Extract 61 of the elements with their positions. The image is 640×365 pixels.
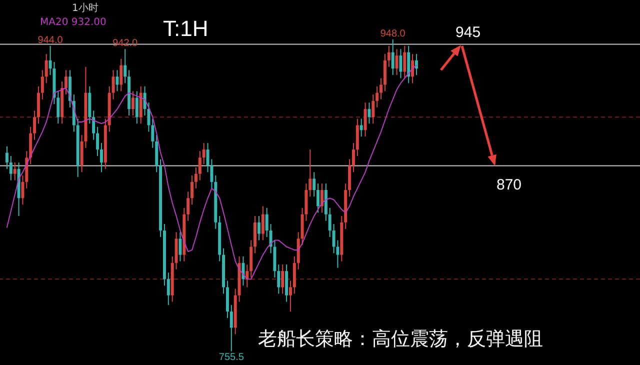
ref-line-label: 945	[456, 24, 481, 42]
candlestick	[9, 156, 12, 181]
text: 1小时	[72, 2, 98, 15]
candlestick	[312, 172, 316, 198]
candlestick	[230, 304, 233, 352]
candlestick	[56, 90, 60, 124]
candlestick	[372, 94, 375, 124]
annotation: 944.0	[38, 34, 64, 46]
candlestick	[190, 174, 194, 206]
candlestick	[411, 53, 414, 84]
candlestick	[380, 78, 383, 100]
candlestick	[395, 48, 398, 76]
candlestick	[131, 90, 134, 116]
candlestick	[186, 191, 190, 222]
candlestick	[92, 110, 96, 140]
candlestick	[368, 102, 371, 124]
candlestick	[100, 142, 103, 173]
candlestick	[277, 264, 280, 294]
chart-title: T:1H	[163, 16, 208, 42]
candlestick	[288, 280, 292, 312]
candlestick	[178, 232, 182, 262]
candlestick	[328, 207, 332, 238]
candlestick	[364, 102, 367, 138]
candlestick	[194, 166, 198, 189]
candlestick	[414, 53, 418, 76]
candlestick	[308, 149, 312, 198]
annotation: 老船长策略：高位震荡，反弹遇阻	[258, 327, 543, 352]
candlestick	[265, 207, 268, 238]
candlestick	[376, 86, 379, 108]
candlestick	[316, 183, 320, 214]
candlestick	[391, 38, 394, 76]
candlestick	[202, 142, 206, 165]
candlestick	[44, 53, 48, 84]
text: MA20 932.00	[40, 17, 106, 28]
candlestick	[112, 70, 115, 100]
candlestick	[64, 70, 68, 95]
candlestick	[166, 272, 170, 306]
candlestick	[13, 162, 16, 181]
candlestick	[96, 126, 100, 156]
candlestick	[242, 256, 245, 286]
candlestick	[360, 118, 363, 138]
candlestick	[352, 142, 355, 173]
annotation: 948.0	[380, 28, 406, 40]
candlestick	[21, 174, 24, 206]
candlestick	[261, 206, 264, 241]
candlestick	[135, 90, 138, 124]
candlestick	[116, 70, 119, 92]
candlestick	[120, 58, 123, 92]
ref-line-label: 870	[496, 176, 522, 194]
candlestick	[5, 146, 8, 170]
candlestick	[33, 110, 36, 140]
annotation: 755.5	[218, 352, 244, 364]
candlestick	[151, 118, 154, 148]
candlestick	[198, 150, 202, 181]
candlestick	[281, 264, 284, 294]
candlestick	[399, 48, 402, 79]
candlestick	[124, 48, 127, 84]
candlestick	[403, 45, 406, 79]
candlestick	[387, 45, 390, 68]
candlestick	[40, 70, 44, 100]
candlestick	[257, 215, 260, 241]
